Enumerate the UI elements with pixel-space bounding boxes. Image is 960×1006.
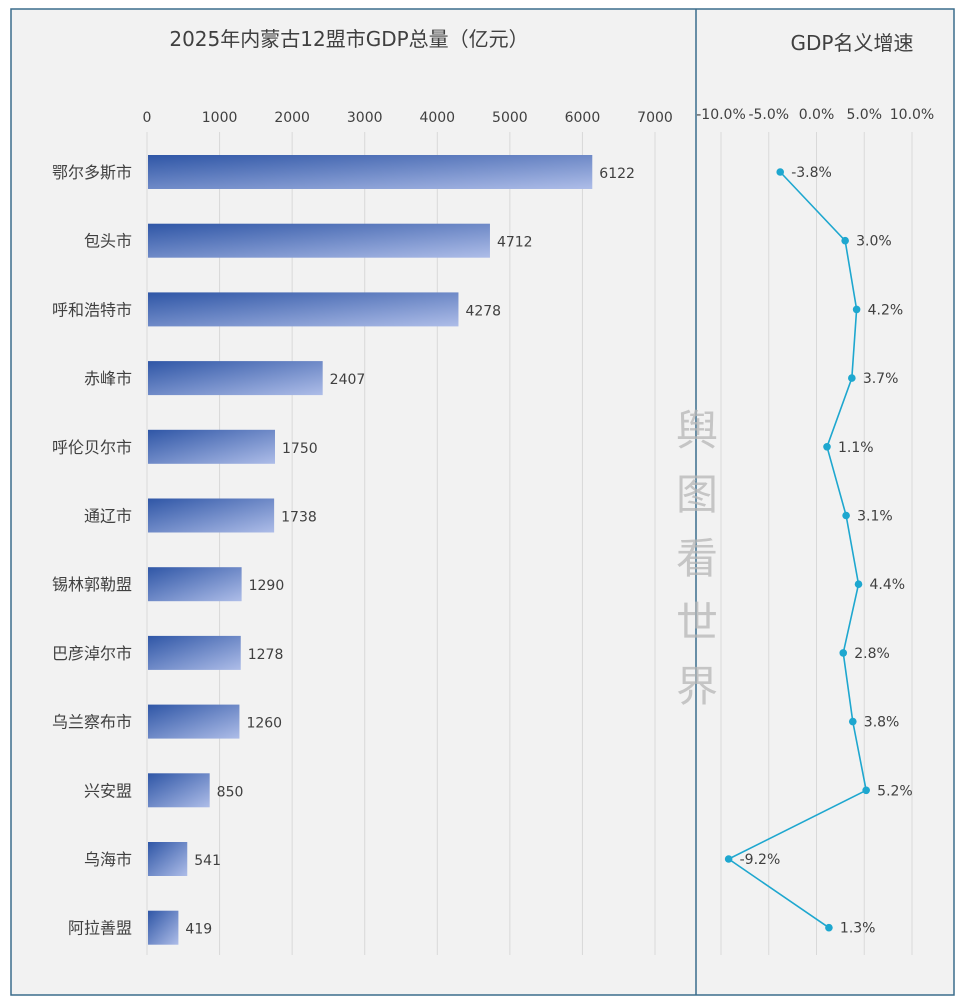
bar bbox=[148, 361, 323, 396]
bar-axis-tick-label: 3000 bbox=[347, 110, 383, 126]
category-label: 通辽市 bbox=[84, 507, 132, 526]
watermark-char: 舆 bbox=[676, 406, 718, 455]
watermark-char: 图 bbox=[676, 470, 718, 519]
bar bbox=[148, 223, 490, 258]
growth-point bbox=[825, 923, 833, 932]
category-label: 锡林郭勒盟 bbox=[52, 575, 132, 594]
growth-value-label: -9.2% bbox=[740, 852, 781, 868]
growth-point bbox=[724, 855, 733, 863]
bar bbox=[148, 773, 210, 808]
growth-axis-tick-label: -5.0% bbox=[748, 107, 789, 123]
growth-value-label: 3.0% bbox=[856, 234, 892, 250]
bar-value-label: 1278 bbox=[248, 647, 284, 663]
bar-chart-title: 2025年内蒙古12盟市GDP总量（亿元） bbox=[169, 27, 528, 51]
bar bbox=[148, 704, 240, 739]
bar-value-label: 6122 bbox=[599, 166, 635, 182]
bar bbox=[148, 429, 275, 464]
bar-value-label: 1260 bbox=[246, 716, 282, 732]
category-label: 巴彦淖尔市 bbox=[52, 644, 132, 663]
growth-value-label: 4.4% bbox=[870, 577, 906, 593]
watermark-char: 界 bbox=[676, 662, 718, 711]
bar-value-label: 419 bbox=[185, 922, 212, 938]
bar-axis-tick-label: 7000 bbox=[637, 110, 673, 126]
bar-value-label: 4278 bbox=[465, 303, 501, 319]
growth-point bbox=[841, 236, 849, 245]
category-label: 呼和浩特市 bbox=[52, 300, 132, 319]
bar-value-label: 1290 bbox=[249, 578, 285, 594]
category-label: 乌海市 bbox=[84, 850, 132, 869]
bar-axis-tick-label: 1000 bbox=[202, 110, 238, 126]
growth-value-label: 2.8% bbox=[854, 646, 890, 662]
growth-axis-tick-label: 10.0% bbox=[890, 107, 934, 123]
bar bbox=[148, 842, 188, 876]
growth-value-label: 3.7% bbox=[863, 371, 899, 387]
bar bbox=[148, 498, 275, 533]
growth-axis-tick-label: -10.0% bbox=[696, 107, 746, 123]
watermark-char: 世 bbox=[676, 598, 718, 647]
growth-point bbox=[862, 786, 870, 795]
growth-point bbox=[848, 717, 857, 726]
bar-axis-tick-label: 2000 bbox=[274, 110, 310, 126]
bar-value-label: 850 bbox=[217, 784, 244, 800]
growth-point bbox=[776, 168, 785, 176]
category-label: 赤峰市 bbox=[84, 369, 132, 388]
bar-axis-tick-label: 5000 bbox=[492, 110, 528, 126]
growth-point bbox=[823, 443, 831, 451]
growth-value-label: -3.8% bbox=[791, 165, 832, 181]
line-chart-title: GDP名义增速 bbox=[791, 31, 914, 55]
growth-line bbox=[727, 171, 868, 929]
growth-point bbox=[842, 511, 850, 520]
bar bbox=[148, 155, 593, 189]
growth-value-label: 3.8% bbox=[864, 715, 900, 731]
bar-value-label: 2407 bbox=[330, 372, 366, 388]
bar-axis-tick-label: 0 bbox=[143, 110, 152, 126]
category-label: 呼伦贝尔市 bbox=[52, 438, 132, 457]
category-label: 乌兰察布市 bbox=[52, 713, 132, 732]
category-label: 包头市 bbox=[84, 232, 132, 251]
bar-value-label: 1738 bbox=[281, 510, 317, 526]
bar-value-label: 1750 bbox=[282, 441, 318, 457]
growth-point bbox=[848, 374, 856, 382]
growth-value-label: 1.3% bbox=[840, 921, 876, 937]
bar bbox=[148, 635, 241, 670]
bar bbox=[148, 567, 242, 602]
bar-value-label: 541 bbox=[194, 853, 221, 869]
growth-value-label: 3.1% bbox=[857, 509, 893, 525]
growth-value-label: 5.2% bbox=[877, 783, 913, 799]
growth-point bbox=[839, 649, 848, 657]
bar bbox=[148, 292, 459, 327]
bar-axis-tick-label: 6000 bbox=[565, 110, 601, 126]
bar-axis-tick-label: 4000 bbox=[419, 110, 455, 126]
growth-value-label: 1.1% bbox=[838, 440, 874, 456]
growth-point bbox=[854, 580, 863, 588]
category-label: 阿拉善盟 bbox=[68, 919, 132, 938]
category-label: 鄂尔多斯市 bbox=[52, 163, 132, 182]
bar-value-label: 4712 bbox=[497, 235, 533, 251]
watermark-char: 看 bbox=[676, 534, 718, 583]
growth-axis-tick-label: 0.0% bbox=[799, 107, 835, 123]
growth-value-label: 4.2% bbox=[868, 302, 904, 318]
growth-axis-tick-label: 5.0% bbox=[846, 107, 882, 123]
category-label: 兴安盟 bbox=[84, 781, 132, 800]
bar bbox=[148, 910, 179, 945]
growth-point bbox=[852, 305, 861, 314]
